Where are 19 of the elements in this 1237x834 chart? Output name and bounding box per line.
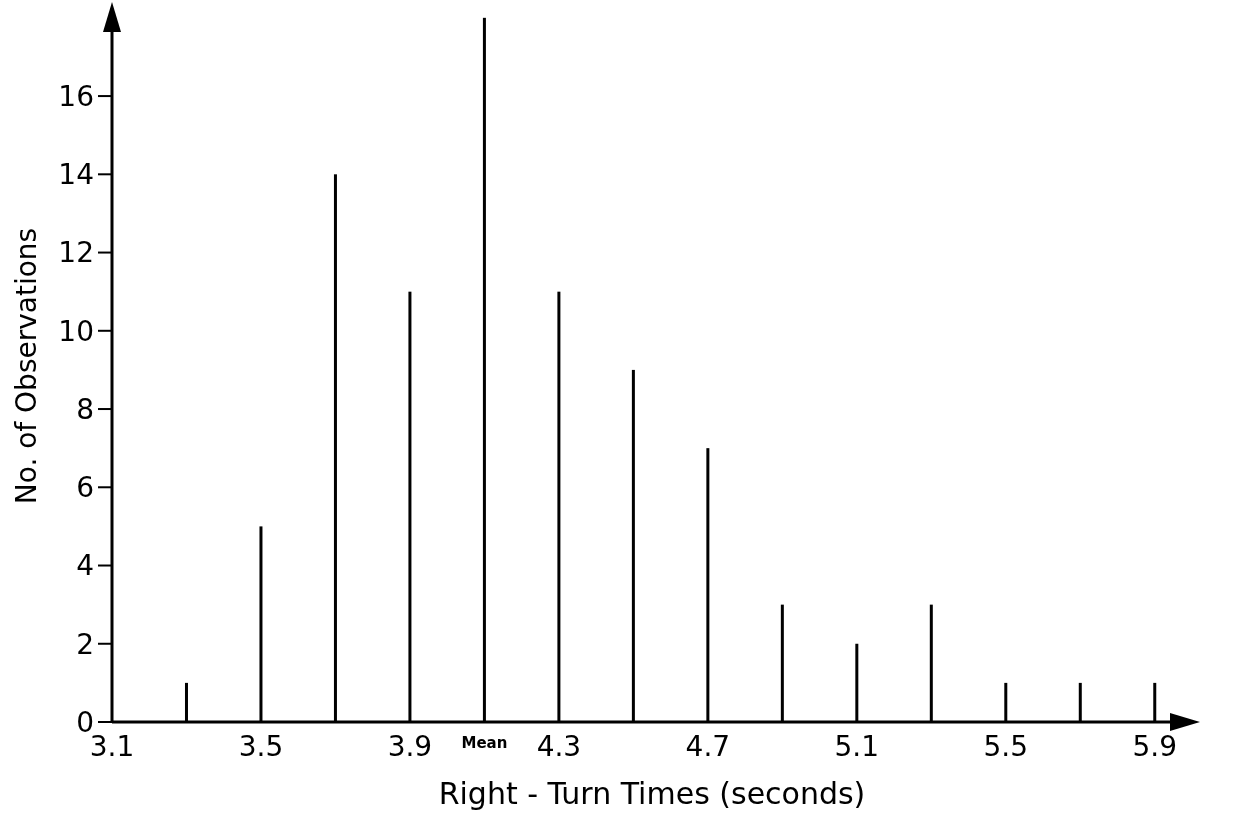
x-tick-label: 5.9 [1132,730,1178,763]
y-axis-title: No. of Observations [10,227,43,505]
x-axis-title: Right - Turn Times (seconds) [438,776,866,811]
y-tick-label: 4 [76,549,94,583]
x-tick-label: 5.1 [834,730,880,763]
y-tick-label: 6 [76,471,94,505]
y-tick-label: 2 [76,627,94,661]
y-tick-label: 12 [58,236,94,270]
x-tick-label: 3.5 [238,730,284,763]
y-tick-label: 8 [76,392,94,426]
y-tick-label: 14 [58,158,94,192]
y-tick-label: 10 [58,314,94,348]
x-tick-label: 3.1 [89,730,135,763]
x-tick-label: 5.5 [983,730,1029,763]
annotation: Mean [461,734,508,752]
y-tick-label: 16 [58,79,94,113]
x-tick-label: 4.7 [685,730,731,763]
x-tick-label: 4.3 [536,730,582,763]
x-tick-label: 3.9 [387,730,433,763]
